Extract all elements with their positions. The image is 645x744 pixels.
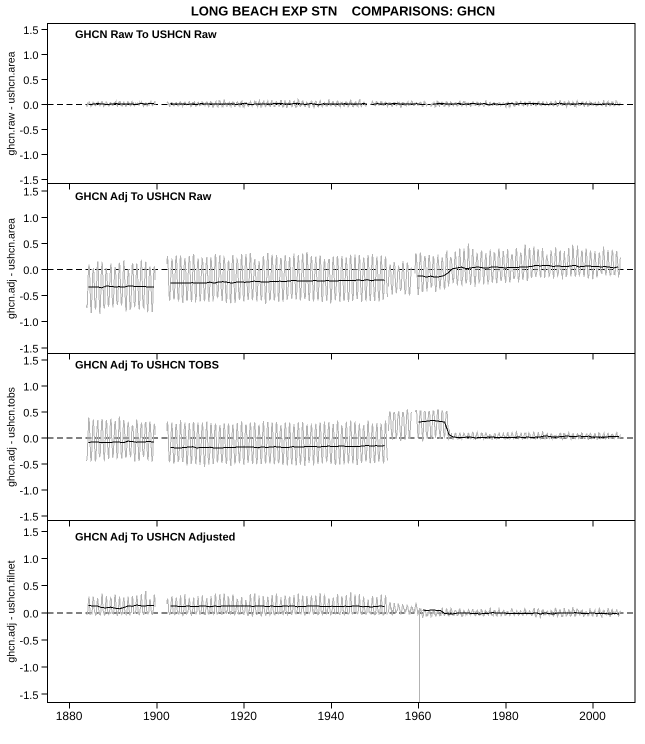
svg-text:-0.5: -0.5 [20,635,39,647]
svg-text:1960: 1960 [405,709,432,723]
svg-text:2000: 2000 [579,709,606,723]
svg-text:1940: 1940 [317,709,344,723]
svg-text:1.5: 1.5 [23,355,38,367]
svg-text:-1.0: -1.0 [20,485,39,497]
svg-text:-1.0: -1.0 [20,150,39,162]
svg-text:GHCN Adj To USHCN TOBS: GHCN Adj To USHCN TOBS [75,360,219,372]
svg-text:1.5: 1.5 [23,527,38,539]
svg-text:1.0: 1.0 [23,213,38,225]
svg-text:0.0: 0.0 [23,265,38,277]
svg-text:-0.5: -0.5 [20,291,39,303]
svg-text:0.0: 0.0 [23,433,38,445]
svg-text:1.0: 1.0 [23,50,38,62]
svg-text:ghcn.adj - ushcn.tobs: ghcn.adj - ushcn.tobs [6,387,18,487]
svg-text:-1.5: -1.5 [20,690,39,702]
svg-text:-1.0: -1.0 [20,663,39,675]
svg-text:GHCN Adj To USHCN Raw: GHCN Adj To USHCN Raw [75,191,212,203]
svg-text:1.5: 1.5 [23,25,38,37]
svg-text:0.0: 0.0 [23,608,38,620]
svg-text:-1.5: -1.5 [20,175,39,187]
svg-text:1880: 1880 [56,709,83,723]
svg-text:1920: 1920 [230,709,257,723]
svg-text:1980: 1980 [492,709,519,723]
svg-text:GHCN Raw To USHCN Raw: GHCN Raw To USHCN Raw [75,29,217,41]
svg-text:-0.5: -0.5 [20,459,39,471]
svg-text:-1.0: -1.0 [20,317,39,329]
svg-text:0.5: 0.5 [23,75,38,87]
svg-text:1900: 1900 [143,709,170,723]
svg-text:0.5: 0.5 [23,239,38,251]
svg-text:ghcn.adj - ushcn.area: ghcn.adj - ushcn.area [6,218,18,319]
svg-text:ghcn.raw - ushcn.area: ghcn.raw - ushcn.area [6,51,18,155]
svg-text:1.5: 1.5 [23,187,38,199]
svg-text:-1.5: -1.5 [20,511,39,523]
svg-text:-1.5: -1.5 [20,343,39,355]
svg-text:1.0: 1.0 [23,554,38,566]
svg-text:0.0: 0.0 [23,100,38,112]
svg-text:0.5: 0.5 [23,581,38,593]
svg-text:GHCN Adj To USHCN Adjusted: GHCN Adj To USHCN Adjusted [75,532,235,544]
svg-text:ghcn.adj - ushcn.filnet: ghcn.adj - ushcn.filnet [6,560,18,662]
svg-text:-0.5: -0.5 [20,125,39,137]
svg-text:LONG BEACH EXP STN COMPARIS: LONG BEACH EXP STN COMPARISONS: GHCN [191,4,495,19]
svg-text:1.0: 1.0 [23,381,38,393]
svg-text:0.5: 0.5 [23,407,38,419]
